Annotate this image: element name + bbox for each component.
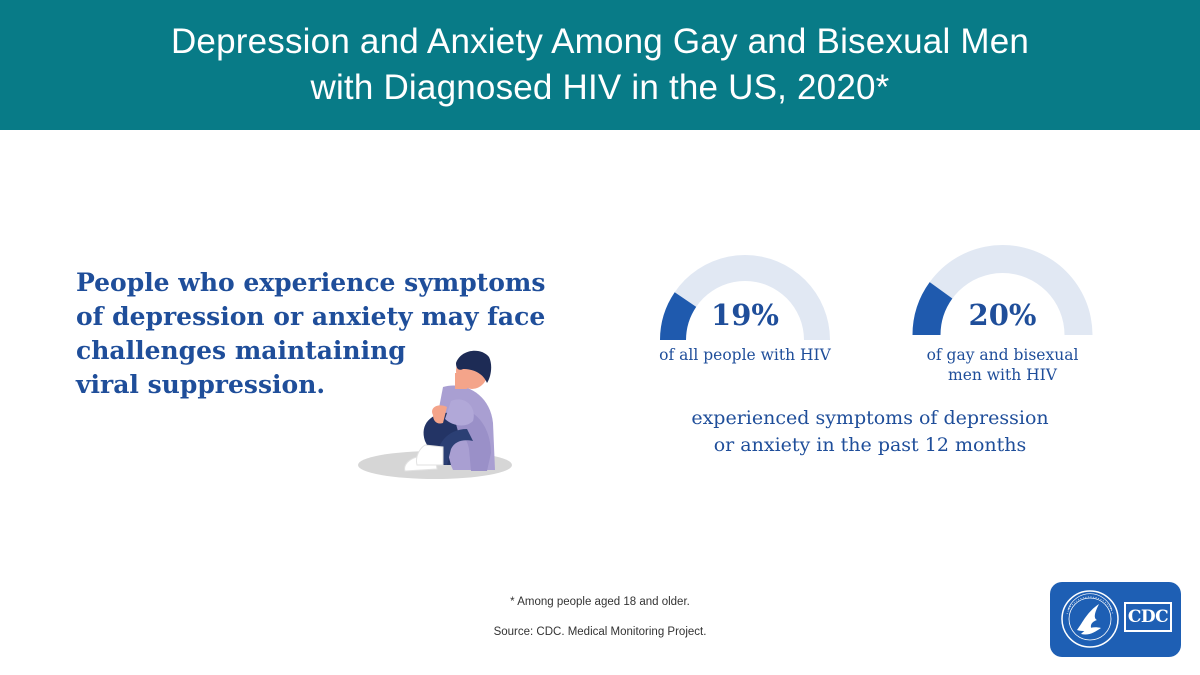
gauge-gay-bisexual-men: 20% of gay and bisexual men with HIV bbox=[905, 245, 1100, 390]
cdc-wordmark: CDC bbox=[1124, 602, 1172, 632]
gauge-gay-bisexual-men-label-line1: of gay and bisexual bbox=[926, 346, 1079, 364]
gauge-gay-bisexual-men-value: 20% bbox=[968, 298, 1037, 332]
gauge-caption: experienced symptoms of depression or an… bbox=[640, 405, 1100, 459]
page-title-line2: with Diagnosed HIV in the US, 2020* bbox=[310, 68, 890, 107]
lead-line1: People who experience symptoms bbox=[76, 268, 546, 297]
lead-line4: viral suppression. bbox=[76, 370, 326, 399]
lead-line3: challenges maintaining bbox=[76, 336, 406, 365]
source-citation: Source: CDC. Medical Monitoring Project. bbox=[493, 626, 707, 638]
gauge-gay-bisexual-men-label-line2: men with HIV bbox=[948, 366, 1057, 384]
gauge-gay-bisexual-men-arc bbox=[912, 245, 1093, 335]
gauge-all-people-value: 19% bbox=[711, 298, 779, 332]
gauge-caption-line2: or anxiety in the past 12 months bbox=[713, 434, 1027, 456]
gauge-all-people-fill bbox=[660, 292, 697, 340]
hhs-eagle-seal-icon bbox=[1061, 590, 1119, 648]
gauge-all-people-track bbox=[660, 255, 830, 340]
gauge-all-people-label-line1: of all people with HIV bbox=[659, 346, 831, 364]
footnote: * Among people aged 18 and older. bbox=[510, 596, 690, 608]
lead-line2: of depression or anxiety may face bbox=[76, 302, 546, 331]
sitting-person-illustration bbox=[358, 350, 512, 479]
header-banner: Depression and Anxiety Among Gay and Bis… bbox=[0, 0, 1200, 130]
gauge-gay-bisexual-men-track bbox=[912, 245, 1093, 335]
lead-statement: People who experience symptoms of depres… bbox=[76, 266, 546, 402]
gauge-caption-line1: experienced symptoms of depression bbox=[691, 407, 1049, 429]
cdc-logo: CDC bbox=[1050, 582, 1181, 657]
gauge-gay-bisexual-men-label: of gay and bisexual men with HIV bbox=[905, 345, 1100, 385]
gauge-gay-bisexual-men-fill bbox=[912, 282, 953, 335]
page-title: Depression and Anxiety Among Gay and Bis… bbox=[171, 19, 1029, 111]
gauge-all-people: 19% of all people with HIV bbox=[650, 255, 840, 380]
gauge-all-people-label: of all people with HIV bbox=[650, 345, 840, 365]
page-title-line1: Depression and Anxiety Among Gay and Bis… bbox=[170, 22, 1030, 61]
gauge-all-people-arc bbox=[660, 255, 830, 340]
